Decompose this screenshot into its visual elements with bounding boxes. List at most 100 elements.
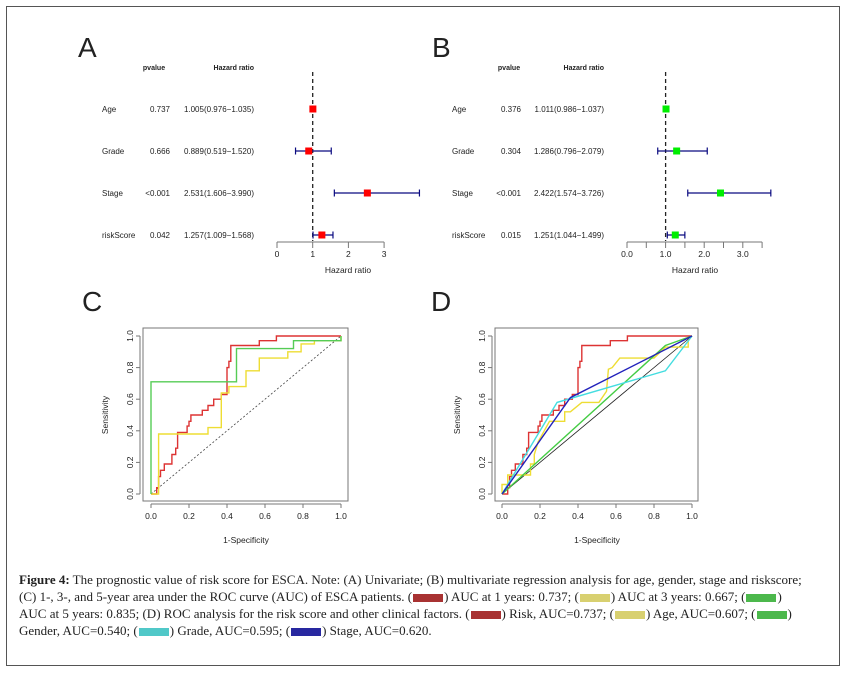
x-tick-label: 0.0 [621,249,633,259]
panel-letter-B: B [432,32,451,63]
caption-text: ) Risk, AUC=0.737; ( [501,606,614,621]
x-tick-label: 0.4 [572,511,584,521]
figure-label: Figure 4: [19,572,70,587]
x-tick-label: 0.2 [534,511,546,521]
caption-text: (C) 1-, 3-, and 5-year area under the RO… [19,589,413,604]
legend-swatch [291,628,322,637]
roc-curve-5 [501,335,693,495]
roc-curve-1 [502,335,692,495]
caption-text: The prognostic value of risk score for E… [69,572,802,587]
x-tick-label: 1.0 [335,511,347,521]
row-pvalue: 0.376 [501,105,522,114]
x-tick-label: 2.0 [698,249,710,259]
y-tick-label: 0.2 [125,456,135,468]
panel-letter-A: A [78,32,97,63]
x-tick-label: 0.0 [496,511,508,521]
column-header-hazard-ratio: Hazard ratio [214,65,254,72]
row-hazard-ratio: 1.286(0.796−2.079) [534,147,604,156]
caption-line: (C) 1-, 3-, and 5-year area under the RO… [19,588,831,605]
row-hazard-ratio: 1.251(1.044−1.499) [534,231,604,240]
roc-curve-2 [501,335,693,494]
x-tick-label: 0.6 [259,511,271,521]
y-tick-label: 0.4 [125,425,135,437]
x-axis-title: 1-Specificity [574,535,621,545]
caption-text: ) [787,606,792,621]
legend-swatch [413,594,444,603]
hazard-ratio-point [662,105,670,113]
caption-text: ) Age, AUC=0.607; ( [645,606,756,621]
row-label: Age [452,105,467,114]
y-tick-label: 0.0 [125,488,135,500]
row-hazard-ratio: 2.422(1.574−3.726) [534,189,604,198]
legend-swatch [579,594,610,603]
caption-text: Gender, AUC=0.540; ( [19,623,138,638]
x-tick-label: 0.8 [297,511,309,521]
y-axis-title: Sensitivity [100,395,110,434]
caption-line: AUC at 5 years: 0.835; (D) ROC analysis … [19,605,831,622]
caption-line: Figure 4: The prognostic value of risk s… [19,571,831,588]
roc-curve-3 [501,335,693,495]
row-label: Grade [452,147,475,156]
x-tick-label: 3.0 [737,249,749,259]
x-tick-label: 1.0 [686,511,698,521]
x-tick-label: 0.6 [610,511,622,521]
hazard-ratio-point [363,189,371,197]
row-hazard-ratio: 1.257(1.009−1.568) [184,231,254,240]
x-tick-label: 0.4 [221,511,233,521]
roc-curve-2 [151,336,342,495]
legend-swatch [138,628,169,637]
row-pvalue: 0.666 [150,147,171,156]
x-tick-label: 0 [275,249,280,259]
caption-text: AUC at 5 years: 0.835; (D) ROC analysis … [19,606,470,621]
row-hazard-ratio: 1.005(0.976−1.035) [184,105,254,114]
row-pvalue: <0.001 [145,189,170,198]
x-axis-title: Hazard ratio [672,265,719,275]
x-tick-label: 1.0 [660,249,672,259]
x-tick-label: 2 [346,249,351,259]
column-header-pvalue: pvalue [143,65,165,72]
row-hazard-ratio: 1.011(0.986−1.037) [535,105,605,114]
x-tick-label: 0.0 [145,511,157,521]
x-tick-label: 1 [310,249,315,259]
x-axis-title: 1-Specificity [223,535,270,545]
row-label: Stage [452,189,473,198]
panel-letter-D: D [431,286,451,317]
y-axis-title: Sensitivity [452,395,462,434]
row-pvalue: <0.001 [496,189,521,198]
panel-letter-C: C [82,286,102,317]
y-tick-label: 0.4 [477,425,487,437]
caption-text: ) AUC at 1 years: 0.737; ( [444,589,579,604]
caption-text: ) Grade, AUC=0.595; ( [169,623,291,638]
figure-caption: Figure 4: The prognostic value of risk s… [19,571,831,639]
roc-curve-1 [151,335,341,495]
hazard-ratio-point [318,231,326,239]
legend-swatch [614,611,645,620]
caption-text: ) AUC at 3 years: 0.667; ( [610,589,746,604]
hazard-ratio-point [309,105,317,113]
hazard-ratio-point [305,147,313,155]
plot-box [142,327,349,502]
reference-diagonal [150,335,342,495]
y-tick-label: 0.6 [125,393,135,405]
row-label: Stage [102,189,123,198]
x-tick-label: 0.2 [183,511,195,521]
row-pvalue: 0.737 [150,105,171,114]
legend-swatch [746,594,777,603]
row-pvalue: 0.015 [501,231,522,240]
row-hazard-ratio: 2.531(1.606−3.990) [184,189,254,198]
hazard-ratio-point [671,231,679,239]
legend-swatch [470,611,501,620]
y-tick-label: 0.0 [477,488,487,500]
y-tick-label: 1.0 [477,330,487,342]
row-label: riskScore [452,231,486,240]
figure-frame [6,6,840,666]
y-tick-label: 0.8 [125,361,135,373]
reference-diagonal [501,335,693,495]
caption-line: Gender, AUC=0.540; ( ) Grade, AUC=0.595; … [19,622,831,639]
x-tick-label: 0.8 [648,511,660,521]
row-label: riskScore [102,231,136,240]
hazard-ratio-point [716,189,724,197]
y-tick-label: 1.0 [125,330,135,342]
x-axis-title: Hazard ratio [325,265,372,275]
